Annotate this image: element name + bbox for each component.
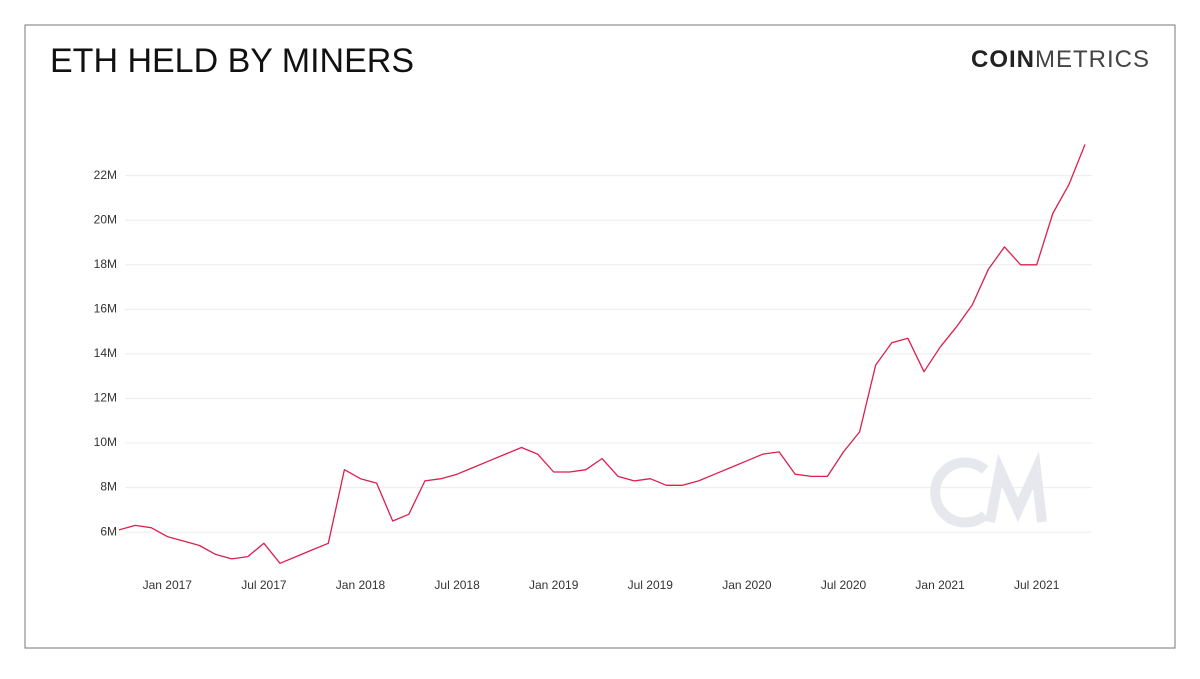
x-tick-label: Jul 2018 <box>434 578 480 592</box>
x-tick-label: Jul 2021 <box>1014 578 1060 592</box>
x-tick-label: Jul 2017 <box>241 578 287 592</box>
logo: COINMETRICS <box>971 46 1150 73</box>
x-tick-label: Jan 2019 <box>529 578 579 592</box>
x-tick-label: Jan 2020 <box>722 578 772 592</box>
y-tick-label: 14M <box>94 346 117 360</box>
y-tick-label: 18M <box>94 257 117 271</box>
watermark <box>930 451 1047 528</box>
x-tick-label: Jul 2019 <box>628 578 674 592</box>
chart-title: ETH HELD BY MINERS <box>50 42 414 80</box>
y-tick-label: 20M <box>94 212 117 226</box>
logo-light: METRICS <box>1035 46 1150 73</box>
data-line <box>118 144 1086 564</box>
x-tick-label: Jan 2021 <box>915 578 965 592</box>
x-tick-label: Jan 2017 <box>143 578 193 592</box>
x-tick-label: Jan 2018 <box>336 578 386 592</box>
x-tick-label: Jul 2020 <box>821 578 867 592</box>
y-tick-label: 22M <box>94 168 117 182</box>
logo-bold: COIN <box>971 46 1035 73</box>
y-tick-label: 16M <box>94 301 117 315</box>
frame <box>24 24 1176 649</box>
y-tick-label: 6M <box>100 524 117 538</box>
watermark-c <box>930 457 989 528</box>
y-tick-label: 8M <box>100 480 117 494</box>
y-tick-label: 10M <box>94 435 117 449</box>
y-tick-label: 12M <box>94 391 117 405</box>
watermark-m <box>985 451 1047 523</box>
